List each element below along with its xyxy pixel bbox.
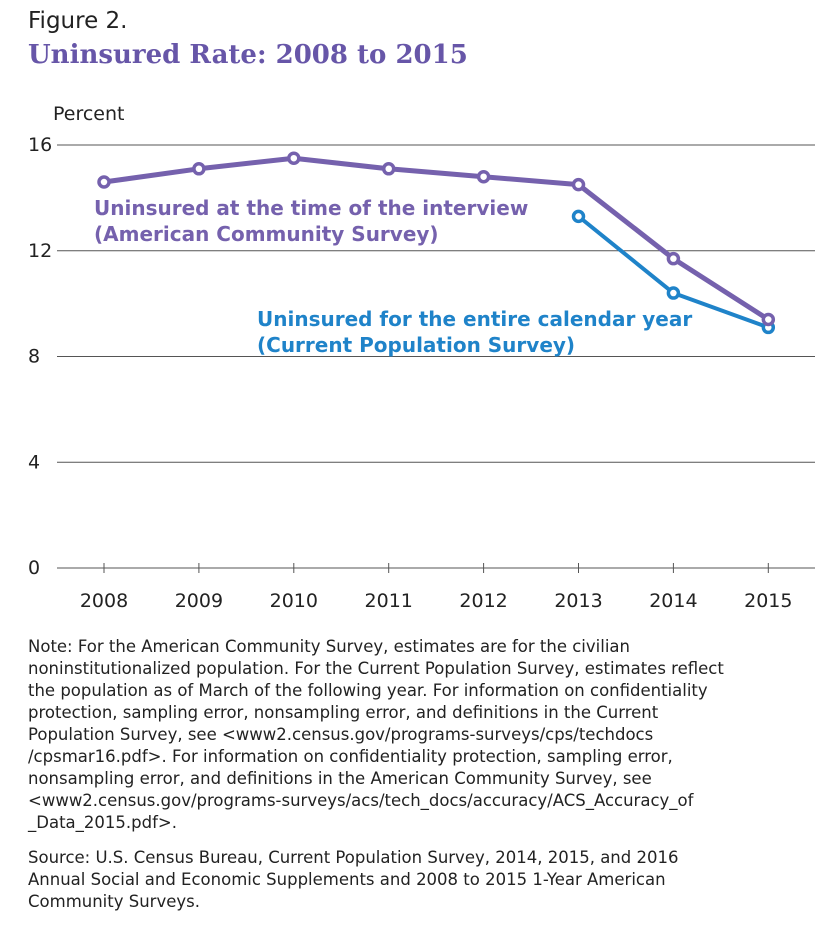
series-line-acs (101, 155, 771, 322)
y-axis-title: Percent (53, 103, 125, 125)
y-tick-label-4: 4 (28, 451, 40, 473)
x-tick-label-2008: 2008 (80, 590, 128, 612)
chart-source: Source: U.S. Census Bureau, Current Popu… (28, 848, 679, 911)
data-point-cps-2013 (571, 209, 586, 224)
data-point-acs-2012 (476, 169, 491, 184)
data-point-acs-2014 (666, 251, 681, 266)
x-tick-label-2010: 2010 (270, 590, 318, 612)
y-tick-label-16: 16 (28, 134, 52, 156)
chart-note: Note: For the American Community Survey,… (28, 637, 724, 832)
x-tick-label-2011: 2011 (365, 590, 413, 612)
y-tick-label-8: 8 (28, 346, 40, 368)
grid-layer (57, 144, 815, 569)
x-tick-label-2014: 2014 (649, 590, 697, 612)
data-point-acs-2011 (381, 162, 396, 176)
label-layer: Uninsured at the time of the interview(A… (94, 196, 692, 357)
series-label-acs-line1: Uninsured at the time of the interview (94, 196, 528, 220)
figure-label: Figure 2. (28, 8, 128, 34)
chart-title: Uninsured Rate: 2008 to 2015 (28, 40, 468, 70)
data-point-acs-2015 (761, 312, 776, 327)
x-tick-label-2013: 2013 (554, 590, 602, 612)
data-point-acs-2009 (192, 162, 206, 176)
data-point-cps-2014 (666, 286, 681, 300)
series-label-acs-line2: (American Community Survey) (94, 222, 439, 246)
y-tick-label-0: 0 (28, 557, 40, 579)
data-point-acs-2010 (287, 151, 301, 165)
y-tick-label-12: 12 (28, 240, 52, 262)
series-label-cps-line2: (Current Population Survey) (257, 333, 575, 357)
series-layer (97, 151, 776, 335)
x-tick-label-2009: 2009 (175, 590, 223, 612)
x-tick-label-2012: 2012 (459, 590, 507, 612)
x-tick-label-2015: 2015 (744, 590, 792, 612)
series-label-cps-line1: Uninsured for the entire calendar year (257, 307, 692, 331)
data-point-acs-2013 (571, 177, 586, 192)
data-point-acs-2008 (97, 175, 111, 189)
